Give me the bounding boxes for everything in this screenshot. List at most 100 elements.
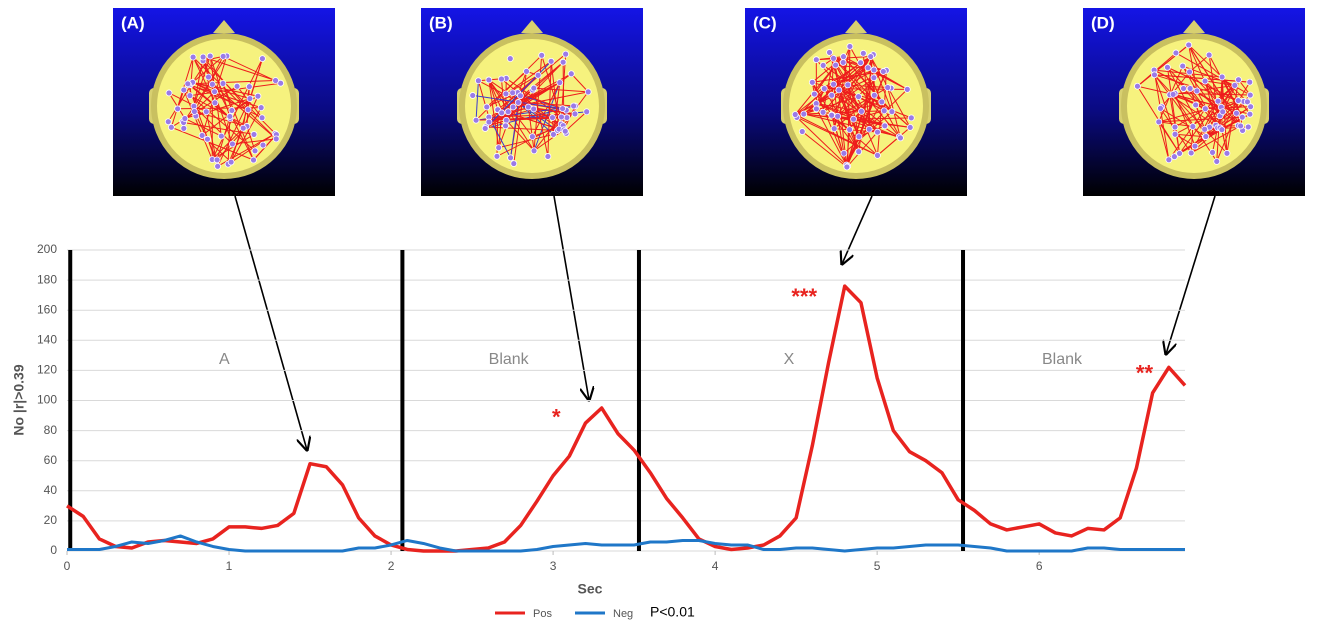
electrode [1231, 81, 1239, 89]
electrode [800, 110, 808, 118]
connection [1174, 108, 1206, 128]
y-tick-label: 60 [44, 453, 58, 467]
electrode [506, 55, 514, 63]
electrode [828, 91, 836, 99]
connection [1153, 70, 1170, 160]
connection [1154, 74, 1171, 96]
connection [1174, 133, 1196, 147]
electrode [250, 156, 257, 164]
connection [1216, 113, 1237, 162]
electrode [558, 113, 565, 121]
connection [816, 103, 862, 112]
electrode [217, 132, 225, 140]
electrode [839, 59, 847, 66]
connection [192, 55, 211, 83]
electrode [498, 109, 506, 117]
connection [183, 55, 228, 123]
electrode [798, 128, 806, 135]
electrode [855, 93, 862, 101]
electrode [550, 130, 557, 138]
electrode [214, 162, 222, 170]
connection [803, 113, 900, 138]
connection [550, 61, 560, 130]
electrode [1237, 122, 1244, 130]
y-tick-label: 160 [37, 302, 57, 316]
electrode [167, 123, 175, 131]
connection [231, 95, 259, 111]
electrode [233, 82, 241, 90]
connection [484, 82, 561, 129]
electrode [277, 79, 285, 87]
electrode [791, 111, 799, 118]
arrows [234, 195, 1216, 450]
connection [1154, 74, 1250, 83]
connection [227, 133, 276, 165]
electrode [878, 98, 886, 106]
connection [795, 114, 878, 156]
connection [846, 70, 887, 168]
connection [1175, 92, 1251, 96]
electrode [164, 118, 172, 126]
x-tick-label: 5 [874, 559, 881, 573]
electrode [272, 135, 280, 143]
arrow [234, 195, 307, 450]
electrode [1172, 49, 1180, 57]
connection [189, 95, 248, 127]
connection [829, 52, 900, 137]
electrode [257, 104, 265, 112]
legend-label: Neg [613, 608, 633, 620]
electrode [474, 77, 482, 85]
connection [833, 84, 839, 117]
electrode [1193, 87, 1201, 95]
electrode [469, 92, 477, 99]
connection [217, 133, 276, 167]
electrode [858, 107, 865, 115]
electrode [567, 70, 575, 78]
electrode [208, 80, 216, 88]
connection [547, 61, 552, 157]
connection [505, 77, 562, 118]
connection [193, 56, 204, 107]
electrode [865, 125, 873, 133]
connection [168, 92, 207, 113]
electrode [1164, 63, 1171, 71]
electrode [258, 114, 266, 122]
electrode [509, 89, 517, 97]
electrode [870, 66, 878, 74]
electrode [250, 131, 258, 138]
electrode [485, 76, 493, 84]
electrode [202, 108, 210, 116]
electrode [1179, 62, 1187, 70]
electrode [1189, 123, 1197, 130]
connection [202, 56, 276, 81]
arrow [553, 195, 589, 400]
connection [496, 123, 562, 157]
electrode [859, 49, 867, 57]
panel-label: (C) [753, 13, 777, 32]
electrode [855, 148, 863, 156]
connection [794, 64, 836, 115]
electrode [1205, 51, 1213, 59]
x-tick-label: 6 [1036, 559, 1043, 573]
electrode [190, 108, 198, 115]
y-tick-label: 20 [44, 513, 58, 527]
electrode [1176, 149, 1183, 157]
connection [845, 77, 875, 166]
legend-label: Pos [533, 608, 552, 620]
connection [212, 83, 277, 140]
x-tick-label: 1 [226, 559, 233, 573]
connection [1188, 44, 1198, 91]
electrode [870, 91, 878, 99]
connection [242, 95, 259, 129]
connection [505, 60, 552, 95]
electrode [903, 85, 911, 93]
connection [167, 82, 194, 122]
electrode [808, 78, 816, 86]
electrode [820, 85, 828, 93]
electrode [272, 77, 279, 84]
series-line [66, 284, 1187, 553]
electrode [832, 61, 840, 69]
electrode [251, 147, 259, 155]
electrode [1191, 142, 1199, 150]
